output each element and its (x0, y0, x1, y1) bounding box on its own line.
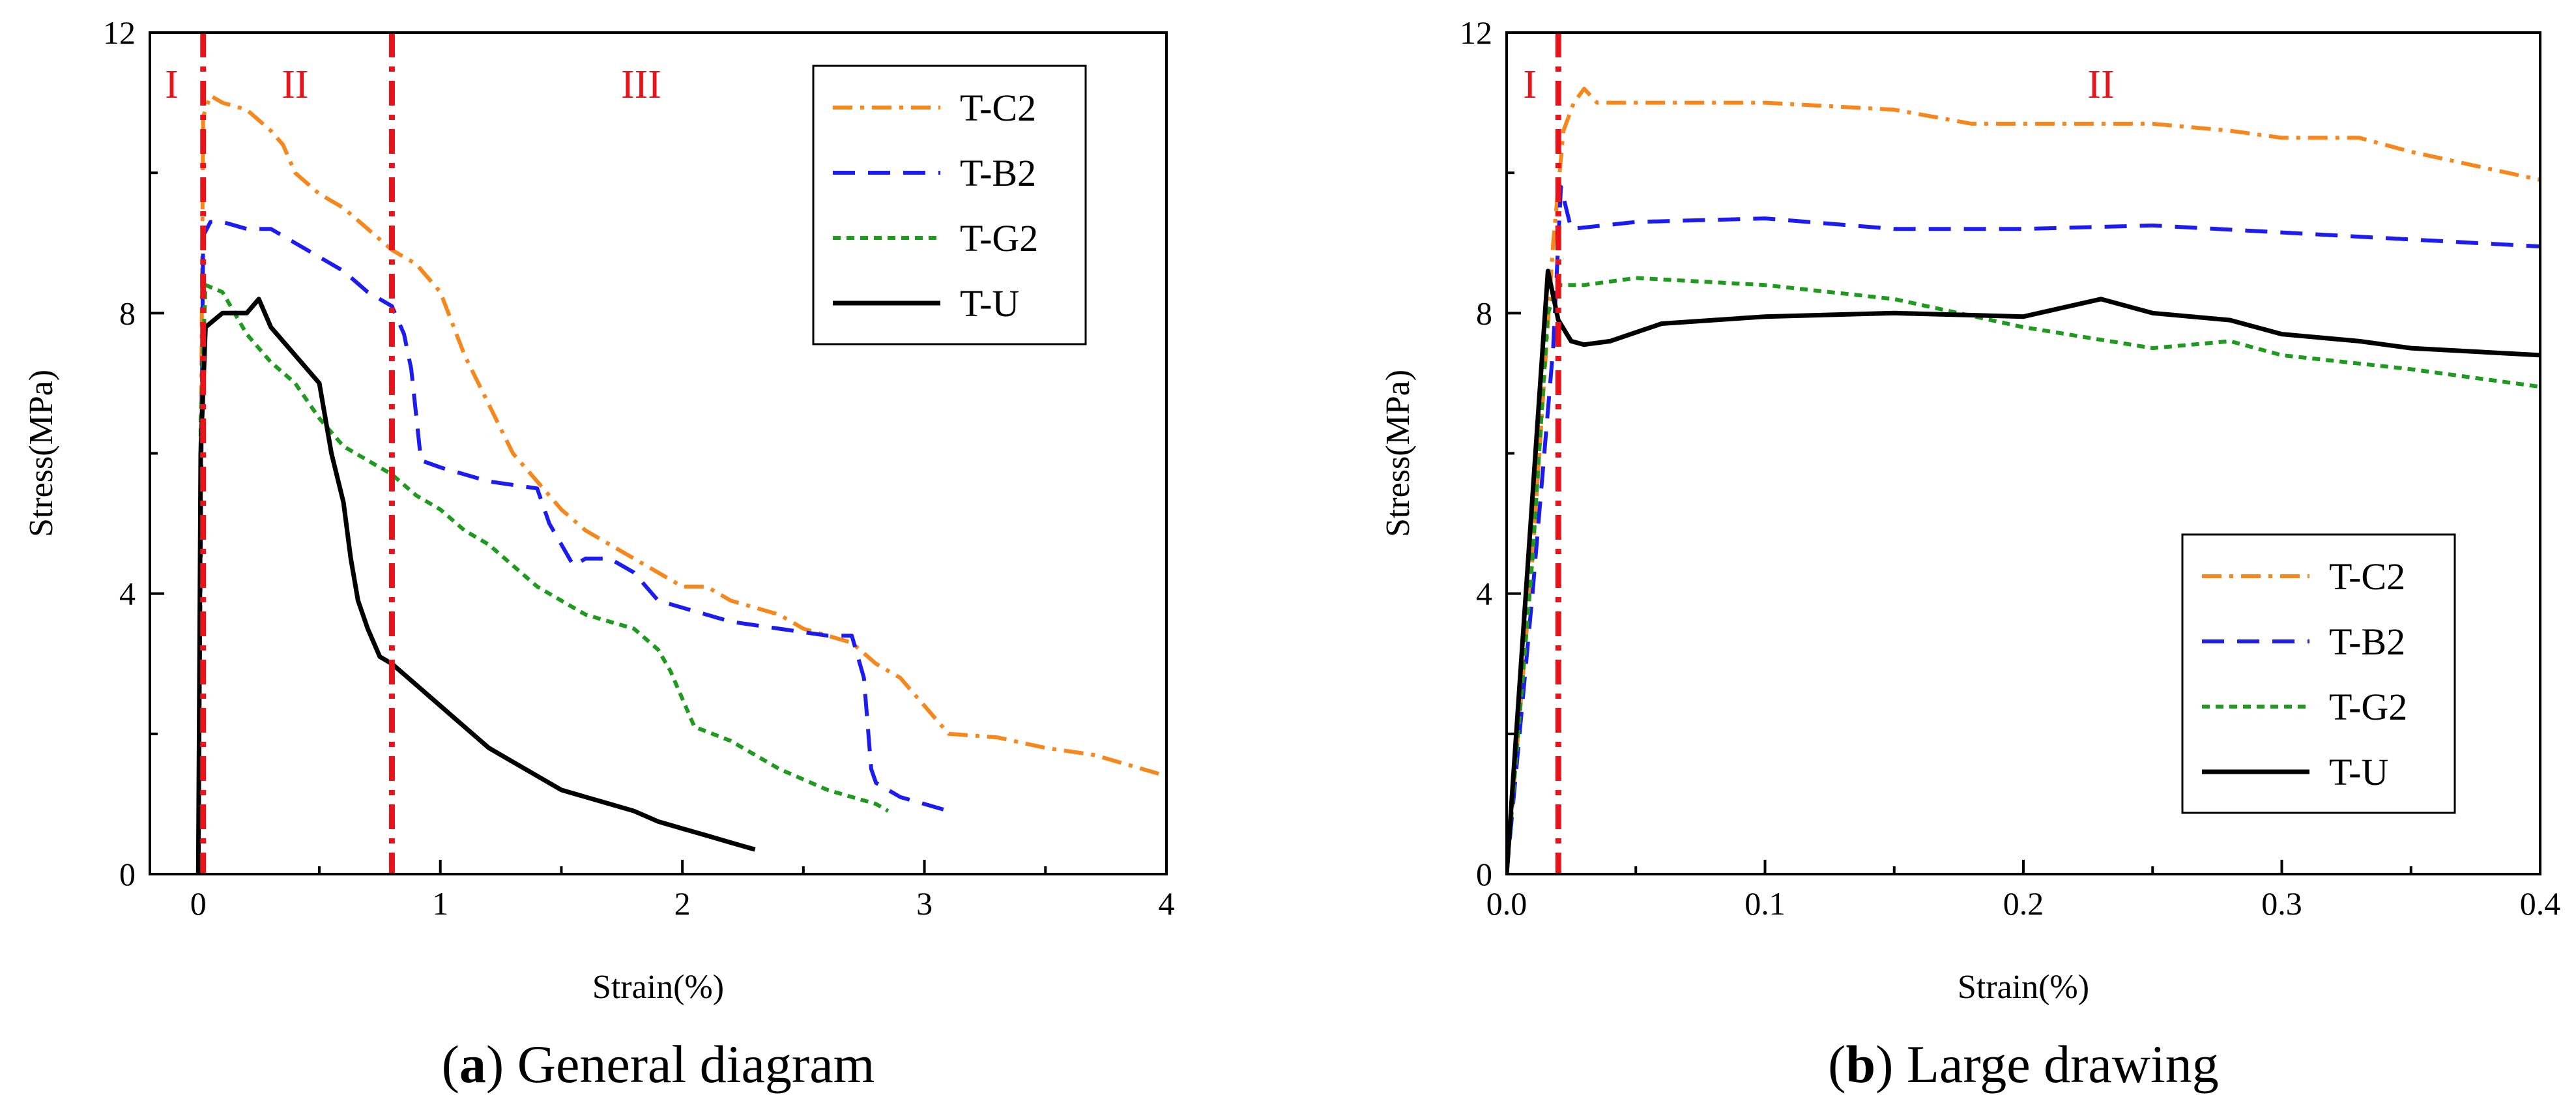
series-line-t-c2 (196, 93, 1166, 874)
region-label-iii: III (621, 63, 661, 107)
x-tick-label: 0.4 (2520, 885, 2561, 922)
legend-label-t-b2: T-B2 (2329, 621, 2405, 663)
panel-caption: (a) General diagram (442, 1034, 875, 1094)
y-tick-label: 4 (119, 576, 136, 612)
series-line-t-b2 (196, 220, 949, 874)
x-tick-label: 3 (916, 885, 933, 922)
x-axis-label: Strain(%) (592, 969, 724, 1006)
x-tick-label: 0.3 (2261, 885, 2302, 922)
legend-box (2181, 533, 2456, 814)
x-tick-label: 2 (674, 885, 691, 922)
x-tick-label: 0 (190, 885, 207, 922)
legend-label-t-c2: T-C2 (2329, 555, 2405, 598)
region-label-ii: II (2087, 63, 2114, 107)
legend-box (812, 65, 1087, 345)
y-tick-label: 4 (1476, 576, 1492, 612)
series-line-t-g2 (196, 283, 890, 874)
legend-label-t-u: T-U (960, 282, 1019, 325)
caption-text: ) General diagram (486, 1034, 875, 1094)
y-axis-label: Stress(MPa) (1380, 370, 1417, 537)
y-tick-label: 12 (103, 14, 136, 51)
caption-letter: a (459, 1034, 486, 1094)
x-axis-label: Strain(%) (1958, 969, 2089, 1006)
series-line-t-b2 (1507, 184, 2540, 874)
caption-letter: b (1845, 1034, 1875, 1094)
legend-label-t-u: T-U (2329, 751, 2388, 793)
legend-label-t-g2: T-G2 (960, 217, 1038, 259)
region-label-i: I (1523, 63, 1537, 107)
panel-caption: (b) Large drawing (1828, 1034, 2219, 1094)
x-tick-label: 0.0 (1486, 885, 1527, 922)
legend-label-t-b2: T-B2 (960, 152, 1036, 194)
region-label-ii: II (282, 63, 308, 107)
legend-label-t-c2: T-C2 (960, 87, 1036, 129)
legend-label-t-g2: T-G2 (2329, 686, 2407, 728)
caption-open: ( (442, 1034, 459, 1094)
series-line-t-c2 (1507, 87, 2540, 874)
caption-text: ) Large drawing (1875, 1034, 2219, 1094)
y-axis-label: Stress(MPa) (23, 370, 60, 537)
panel-b: I II0.0 0.1 0.2 0.3 0.404812Strain(%)Stress(M… (1380, 14, 2560, 1094)
x-tick-label: 0.1 (1744, 885, 1786, 922)
y-tick-label: 0 (119, 856, 136, 892)
y-tick-label: 0 (1476, 856, 1492, 892)
x-tick-label: 1 (432, 885, 448, 922)
x-tick-label: 4 (1159, 885, 1175, 922)
y-tick-label: 12 (1460, 14, 1492, 51)
y-tick-label: 8 (1476, 295, 1492, 331)
series-line-t-u (195, 297, 756, 874)
caption-open: ( (1828, 1034, 1845, 1094)
region-label-i: I (165, 63, 179, 107)
y-tick-label: 8 (119, 295, 136, 331)
x-tick-label: 0.2 (2003, 885, 2044, 922)
series-line-t-g2 (1507, 276, 2540, 874)
